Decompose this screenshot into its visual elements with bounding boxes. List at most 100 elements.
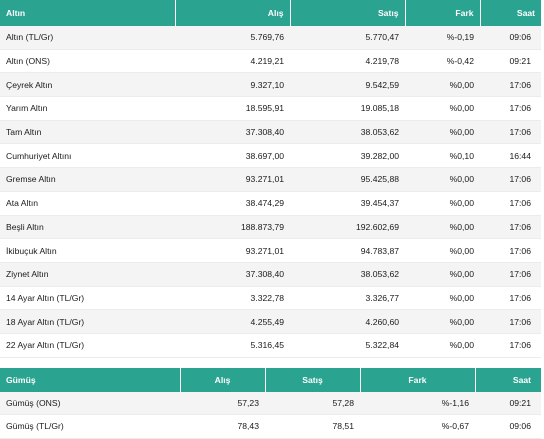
cell-buy: 9.327,10 <box>175 72 290 98</box>
header-sell[interactable]: Satış <box>265 367 361 392</box>
cell-sell: 38.053,62 <box>290 262 405 287</box>
cell-buy: 5.316,45 <box>175 333 290 358</box>
table-row[interactable]: Cumhuriyet Altını 38.697,00 39.282,00 %0,10… <box>0 143 541 169</box>
cell-change: %0,00 <box>405 262 480 287</box>
cell-time: 17:06 <box>480 72 541 98</box>
table-row[interactable]: 14 Ayar Altın (TL/Gr) 3.322,78 3.326,77 %0,… <box>0 286 541 311</box>
table-row[interactable]: Gümüş (ONS) 57,23 57,28 %-1,16 09:21 <box>0 391 541 416</box>
cell-name[interactable]: Yarım Altın <box>0 96 175 121</box>
cell-name[interactable]: Altın (TL/Gr) <box>0 26 175 50</box>
cell-sell: 3.326,77 <box>290 286 405 311</box>
cell-time: 17:06 <box>480 262 541 287</box>
cell-time: 09:21 <box>480 49 541 74</box>
gold-price-table: Altın Alış Satış Fark Saat Altın (TL/Gr)… <box>0 0 541 358</box>
cell-sell: 4.260,60 <box>290 309 405 334</box>
cell-name[interactable]: 18 Ayar Altın (TL/Gr) <box>0 309 175 334</box>
cell-time: 09:21 <box>475 391 541 416</box>
cell-change: %-0,42 <box>405 49 480 74</box>
table-row[interactable]: Altın (ONS) 4.219,21 4.219,78 %-0,42 09:21 <box>0 49 541 74</box>
cell-sell: 78,51 <box>265 414 360 439</box>
cell-change: %0,00 <box>405 96 480 121</box>
cell-change: %-0,67 <box>360 414 475 439</box>
cell-time: 17:06 <box>480 215 541 240</box>
cell-buy: 3.322,78 <box>175 286 290 311</box>
header-change[interactable]: Fark <box>405 0 481 26</box>
table-row[interactable]: Yarım Altın 18.595,91 19.085,18 %0,00 17:06 <box>0 96 541 121</box>
cell-buy: 188.873,79 <box>175 215 290 240</box>
cell-time: 17:06 <box>480 120 541 145</box>
cell-name[interactable]: 22 Ayar Altın (TL/Gr) <box>0 333 175 358</box>
cell-sell: 39.454,37 <box>290 191 405 216</box>
cell-name[interactable]: Gümüş (ONS) <box>0 391 180 416</box>
cell-name[interactable]: İkibuçuk Altın <box>0 238 175 263</box>
cell-name[interactable]: Altın (ONS) <box>0 49 175 74</box>
cell-buy: 57,23 <box>180 391 265 416</box>
cell-change: %0,00 <box>405 309 480 334</box>
cell-name[interactable]: Ata Altın <box>0 191 175 216</box>
cell-change: %0,00 <box>405 215 480 240</box>
cell-name[interactable]: Cumhuriyet Altını <box>0 143 175 169</box>
cell-sell: 5.770,47 <box>290 26 405 50</box>
cell-name[interactable]: Çeyrek Altın <box>0 72 175 98</box>
cell-name[interactable]: Ziynet Altın <box>0 262 175 287</box>
table-row[interactable]: Ziynet Altın 37.308,40 38.053,62 %0,00 17:06 <box>0 262 541 287</box>
table-row[interactable]: Tam Altın 37.308,40 38.053,62 %0,00 17:06 <box>0 120 541 145</box>
cell-time: 09:06 <box>480 26 541 50</box>
table-row[interactable]: Ata Altın 38.474,29 39.454,37 %0,00 17:06 <box>0 191 541 216</box>
cell-change: %0,00 <box>405 72 480 98</box>
table-row[interactable]: 22 Ayar Altın (TL/Gr) 5.316,45 5.322,84 %0,… <box>0 333 541 358</box>
cell-name[interactable]: Tam Altın <box>0 120 175 145</box>
header-name[interactable]: Gümüş <box>0 367 181 392</box>
cell-buy: 5.769,76 <box>175 26 290 50</box>
table-row[interactable]: Altın (TL/Gr) 5.769,76 5.770,47 %-0,19 09:06 <box>0 26 541 50</box>
header-name[interactable]: Altın <box>0 0 176 26</box>
table-row[interactable]: Beşli Altın 188.873,79 192.602,69 %0,00 17:0… <box>0 215 541 240</box>
cell-name[interactable]: Gremse Altın <box>0 167 175 192</box>
silver-table-header: Gümüş Alış Satış Fark Saat <box>0 367 541 392</box>
header-change[interactable]: Fark <box>360 367 476 392</box>
cell-change: %-1,16 <box>360 391 475 416</box>
cell-change: %0,00 <box>405 238 480 263</box>
cell-buy: 93.271,01 <box>175 238 290 263</box>
cell-buy: 37.308,40 <box>175 120 290 145</box>
cell-buy: 93.271,01 <box>175 167 290 192</box>
cell-buy: 38.697,00 <box>175 143 290 169</box>
cell-change: %0,00 <box>405 333 480 358</box>
cell-sell: 19.085,18 <box>290 96 405 121</box>
cell-name[interactable]: 14 Ayar Altın (TL/Gr) <box>0 286 175 311</box>
cell-buy: 38.474,29 <box>175 191 290 216</box>
cell-time: 17:06 <box>480 238 541 263</box>
table-row[interactable]: Çeyrek Altın 9.327,10 9.542,59 %0,00 17:06 <box>0 72 541 98</box>
header-sell[interactable]: Satış <box>290 0 406 26</box>
header-buy[interactable]: Alış <box>175 0 291 26</box>
cell-buy: 37.308,40 <box>175 262 290 287</box>
cell-time: 17:06 <box>480 191 541 216</box>
cell-change: %0,00 <box>405 167 480 192</box>
cell-name[interactable]: Gümüş (TL/Gr) <box>0 414 180 439</box>
cell-time: 17:06 <box>480 167 541 192</box>
cell-sell: 39.282,00 <box>290 143 405 169</box>
cell-time: 17:06 <box>480 96 541 121</box>
cell-buy: 4.255,49 <box>175 309 290 334</box>
header-time[interactable]: Saat <box>480 0 541 26</box>
header-time[interactable]: Saat <box>475 367 541 392</box>
table-row[interactable]: Gremse Altın 93.271,01 95.425,88 %0,00 17:06 <box>0 167 541 192</box>
cell-buy: 4.219,21 <box>175 49 290 74</box>
cell-buy: 78,43 <box>180 414 265 439</box>
cell-time: 17:06 <box>480 309 541 334</box>
table-row[interactable]: İkibuçuk Altın 93.271,01 94.783,87 %0,00 17:… <box>0 238 541 263</box>
cell-name[interactable]: Beşli Altın <box>0 215 175 240</box>
table-row[interactable]: Gümüş (TL/Gr) 78,43 78,51 %-0,67 09:06 <box>0 414 541 439</box>
cell-change: %0,00 <box>405 120 480 145</box>
table-row[interactable]: 18 Ayar Altın (TL/Gr) 4.255,49 4.260,60 %0,… <box>0 309 541 334</box>
cell-sell: 95.425,88 <box>290 167 405 192</box>
cell-sell: 38.053,62 <box>290 120 405 145</box>
cell-change: %0,10 <box>405 143 480 169</box>
silver-price-table: Gümüş Alış Satış Fark Saat Gümüş (ONS) 57… <box>0 367 541 439</box>
cell-sell: 57,28 <box>265 391 360 416</box>
cell-time: 09:06 <box>475 414 541 439</box>
cell-buy: 18.595,91 <box>175 96 290 121</box>
cell-sell: 4.219,78 <box>290 49 405 74</box>
gold-table-header: Altın Alış Satış Fark Saat <box>0 0 541 26</box>
header-buy[interactable]: Alış <box>180 367 266 392</box>
